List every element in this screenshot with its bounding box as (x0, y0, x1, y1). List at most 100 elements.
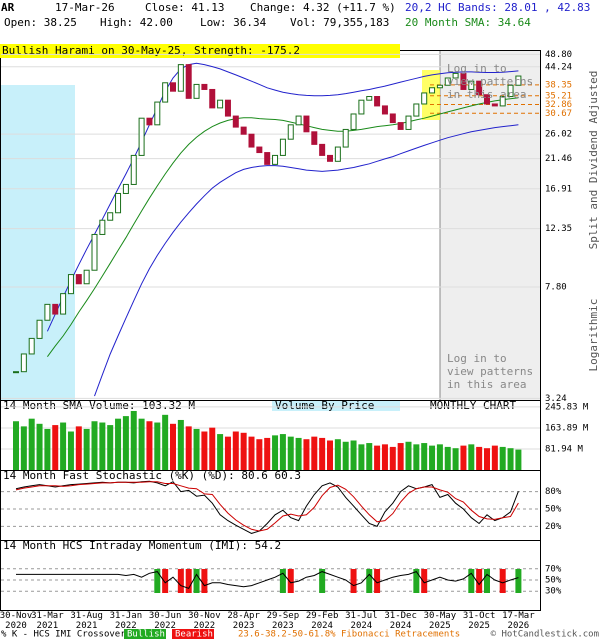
volume-bar (185, 426, 192, 470)
volume-bar (499, 446, 506, 470)
candle (130, 154, 137, 185)
crossover-bar (350, 569, 357, 593)
candle (389, 113, 396, 124)
volume-by-price-area (0, 85, 75, 400)
y-tick-label: 245.83 M (545, 402, 589, 412)
candle (99, 219, 106, 235)
volume-bar (75, 426, 82, 470)
candle (20, 353, 27, 373)
vbp-bg (272, 401, 400, 411)
candle (287, 124, 294, 140)
fib-label: 30.67 (545, 109, 572, 119)
x-tick-label: 31-Jul 2024 (345, 611, 378, 631)
candle (13, 371, 19, 374)
candle (122, 183, 129, 194)
volume-bar (484, 448, 490, 470)
stochastic-line (15, 481, 519, 532)
volume-bar (130, 410, 137, 470)
y-tick-label: 30% (545, 587, 562, 597)
crossover-label: % K - HCS IMI Crossover: (1, 630, 131, 640)
volume-bar (170, 423, 176, 470)
candle (334, 146, 341, 162)
y-tick-label: 50% (545, 576, 562, 586)
volume-bar (334, 439, 341, 470)
candle (162, 82, 169, 103)
candle (193, 83, 200, 99)
volume-bar (20, 426, 27, 470)
volume: Vol: 79,355,183 (290, 16, 389, 29)
volume-bar (515, 449, 522, 470)
volume-bar (319, 437, 326, 470)
x-tick-label: 30-Nov 2022 (188, 611, 221, 631)
volume-bar (421, 443, 428, 470)
x-tick-label: 17-Mar 2026 (502, 611, 535, 631)
candle (342, 128, 349, 148)
volume-bar (154, 422, 161, 470)
fib-label: 35.21 (545, 91, 572, 101)
candle (295, 115, 302, 126)
candle (421, 92, 428, 105)
volume-bar (36, 423, 43, 470)
x-tick-label: 31-Mar 2021 (31, 611, 64, 631)
x-tick-label: 29-Feb 2024 (305, 611, 339, 631)
candle (264, 152, 271, 165)
bands: 20,2 HC Bands: 28.01 , 42.83 (405, 1, 590, 14)
y-tick-label: 3.24 (545, 394, 567, 404)
crossover-bar (476, 569, 483, 593)
volume-bar (460, 445, 467, 470)
candle (36, 319, 43, 339)
candle (177, 64, 184, 92)
candle (476, 80, 483, 96)
volume-bar (295, 437, 302, 470)
volume-bar (193, 428, 200, 470)
volume-title: 14 Month SMA Volume: 103.32 M (3, 399, 195, 412)
candle (358, 99, 365, 115)
volume-bar (217, 434, 224, 470)
volume-bar (429, 445, 436, 470)
volume-bar (67, 431, 74, 470)
crossover-bar (468, 569, 475, 593)
side-label: Logarithmic (587, 299, 600, 372)
candle (83, 269, 90, 285)
volume-bar (146, 421, 153, 470)
chart-label: MONTHLY CHART (430, 399, 516, 412)
candle (499, 96, 506, 107)
volume-bar (13, 421, 19, 470)
volume-bar (468, 444, 475, 470)
candle (248, 133, 255, 148)
volume-bar (397, 443, 404, 470)
stochastic-title: 14 Month Fast Stochastic (%K) (%D): 80.6… (3, 469, 301, 482)
login-note[interactable]: Log in to view patterns in this area (447, 352, 534, 391)
volume-bar (358, 444, 365, 470)
volume-bar (91, 421, 98, 470)
overlay-line (46, 97, 519, 357)
volume-bar (350, 440, 357, 470)
imi-line (16, 571, 519, 590)
crossover-bar (499, 569, 506, 593)
y-tick-label: 7.80 (545, 282, 567, 292)
y-tick-label: 81.94 M (545, 444, 584, 454)
volume-bar (209, 427, 216, 470)
candle (91, 233, 98, 271)
candle (436, 84, 443, 89)
bullish-swatch (124, 629, 166, 639)
pattern-highlight (422, 70, 440, 120)
candle (209, 88, 216, 109)
login-note[interactable]: Log in to view patterns in this area (447, 62, 534, 101)
low: Low: 36.34 (200, 16, 267, 29)
candle (491, 103, 498, 107)
crossover-bar (366, 569, 373, 593)
crossover-bar (413, 569, 420, 593)
candle (507, 84, 514, 98)
y-tick-label: 12.35 (545, 224, 572, 234)
volume-bar (60, 422, 67, 470)
symbol: AR (1, 1, 15, 14)
volume-subtitle: Volume By Price (275, 399, 374, 412)
candle (460, 72, 467, 90)
crossover-bar (193, 569, 200, 593)
candle (240, 126, 247, 135)
volume-bar (115, 418, 122, 470)
candle (413, 103, 420, 117)
crossover-bar (162, 569, 169, 593)
